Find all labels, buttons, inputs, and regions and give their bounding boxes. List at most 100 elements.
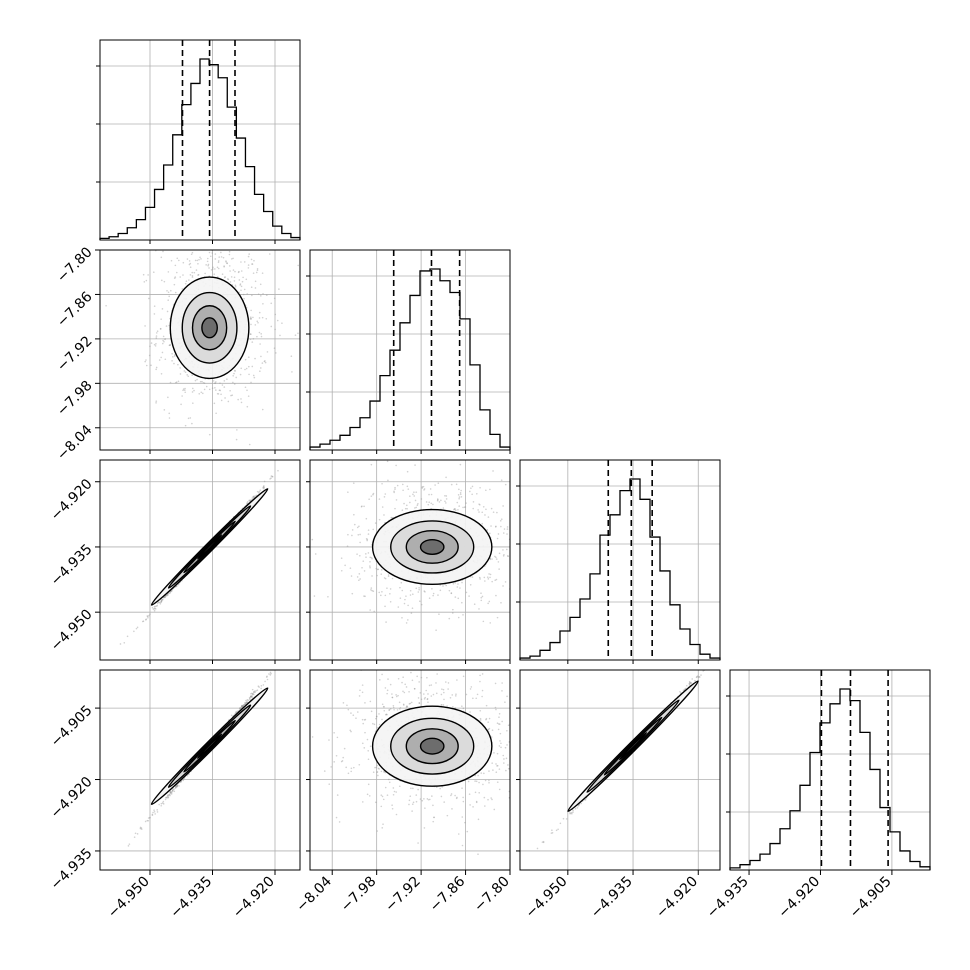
sample-point bbox=[495, 578, 498, 581]
sample-point bbox=[176, 785, 179, 788]
sample-point bbox=[420, 698, 423, 701]
sample-point bbox=[258, 490, 261, 493]
sample-point bbox=[697, 676, 700, 678]
sample-point bbox=[432, 592, 435, 595]
sample-point bbox=[174, 291, 177, 294]
sample-point bbox=[564, 725, 566, 727]
sample-point bbox=[356, 553, 358, 555]
contour-line bbox=[150, 488, 269, 606]
sample-point bbox=[548, 761, 550, 763]
sample-point bbox=[149, 817, 151, 819]
contour-line bbox=[405, 728, 459, 765]
sample-point bbox=[159, 601, 161, 604]
sample-point bbox=[445, 584, 448, 587]
sample-point bbox=[151, 606, 154, 609]
sample-point bbox=[155, 335, 158, 337]
sample-point bbox=[244, 368, 246, 371]
sample-point bbox=[376, 771, 379, 773]
sample-point bbox=[555, 526, 557, 528]
sample-point bbox=[192, 402, 194, 404]
sample-point bbox=[214, 258, 217, 260]
sample-point bbox=[278, 288, 280, 290]
histogram-1 bbox=[99, 58, 301, 240]
sample-point bbox=[169, 794, 171, 797]
sample-point bbox=[162, 800, 165, 803]
sample-point bbox=[380, 794, 383, 796]
sample-point bbox=[484, 654, 486, 656]
sample-point bbox=[356, 526, 359, 529]
sample-point bbox=[350, 730, 352, 733]
sample-point bbox=[576, 806, 579, 809]
sample-point bbox=[222, 256, 225, 259]
sample-point bbox=[159, 327, 162, 330]
sample-point bbox=[511, 725, 513, 727]
sample-point bbox=[249, 696, 252, 699]
sample-point bbox=[401, 483, 404, 486]
sample-point bbox=[507, 555, 509, 558]
sample-point bbox=[287, 458, 289, 460]
sample-point bbox=[192, 246, 194, 248]
sample-point bbox=[374, 766, 376, 769]
sample-point bbox=[496, 765, 498, 767]
sample-point bbox=[235, 376, 238, 379]
sample-point bbox=[155, 400, 158, 402]
sample-point bbox=[469, 711, 471, 713]
sample-point bbox=[500, 479, 503, 481]
sample-point bbox=[246, 293, 249, 295]
sample-point bbox=[436, 498, 439, 500]
sample-point bbox=[169, 289, 172, 292]
sample-point bbox=[535, 757, 537, 759]
sample-point bbox=[241, 705, 243, 708]
sample-point bbox=[407, 644, 409, 646]
sample-point bbox=[385, 713, 388, 716]
sample-point bbox=[395, 791, 397, 793]
sample-point bbox=[386, 460, 389, 463]
sample-point bbox=[347, 491, 349, 493]
sample-point bbox=[171, 790, 174, 792]
sample-point bbox=[690, 681, 692, 684]
density-region bbox=[197, 734, 222, 759]
sample-point bbox=[382, 823, 384, 825]
sample-point bbox=[361, 505, 363, 507]
sample-point bbox=[231, 394, 234, 397]
sample-point bbox=[351, 592, 354, 595]
sample-point bbox=[481, 522, 484, 525]
sample-point bbox=[156, 604, 158, 607]
sample-point bbox=[391, 807, 394, 810]
sample-point bbox=[706, 667, 708, 669]
sample-point bbox=[411, 679, 414, 682]
sample-point bbox=[141, 620, 144, 623]
sample-point bbox=[246, 699, 249, 701]
sample-point bbox=[237, 398, 239, 401]
sample-point bbox=[507, 767, 510, 770]
sample-point bbox=[451, 612, 454, 614]
sample-point bbox=[247, 267, 250, 269]
sample-point bbox=[518, 754, 520, 756]
sample-point bbox=[372, 590, 375, 593]
sample-point bbox=[477, 774, 479, 777]
sample-point bbox=[485, 718, 487, 721]
sample-point bbox=[229, 389, 231, 392]
sample-point bbox=[169, 591, 172, 594]
sample-point bbox=[388, 781, 391, 784]
sample-point bbox=[183, 389, 186, 391]
sample-point bbox=[189, 266, 192, 269]
contour-line bbox=[603, 716, 663, 776]
sample-point bbox=[479, 486, 481, 489]
sample-point bbox=[250, 695, 253, 698]
sample-point bbox=[169, 791, 172, 793]
sample-point bbox=[173, 788, 175, 790]
sample-point bbox=[263, 486, 265, 489]
sample-point bbox=[407, 488, 410, 490]
sample-point bbox=[502, 754, 505, 757]
sample-point bbox=[363, 505, 365, 508]
sample-point bbox=[524, 782, 526, 784]
sample-point bbox=[423, 693, 425, 695]
sample-point bbox=[370, 587, 373, 589]
sample-point bbox=[416, 504, 419, 507]
sample-point bbox=[241, 280, 244, 283]
sample-point bbox=[358, 763, 361, 766]
sample-point bbox=[253, 693, 255, 696]
sample-point bbox=[493, 808, 496, 811]
sample-point bbox=[140, 827, 143, 829]
